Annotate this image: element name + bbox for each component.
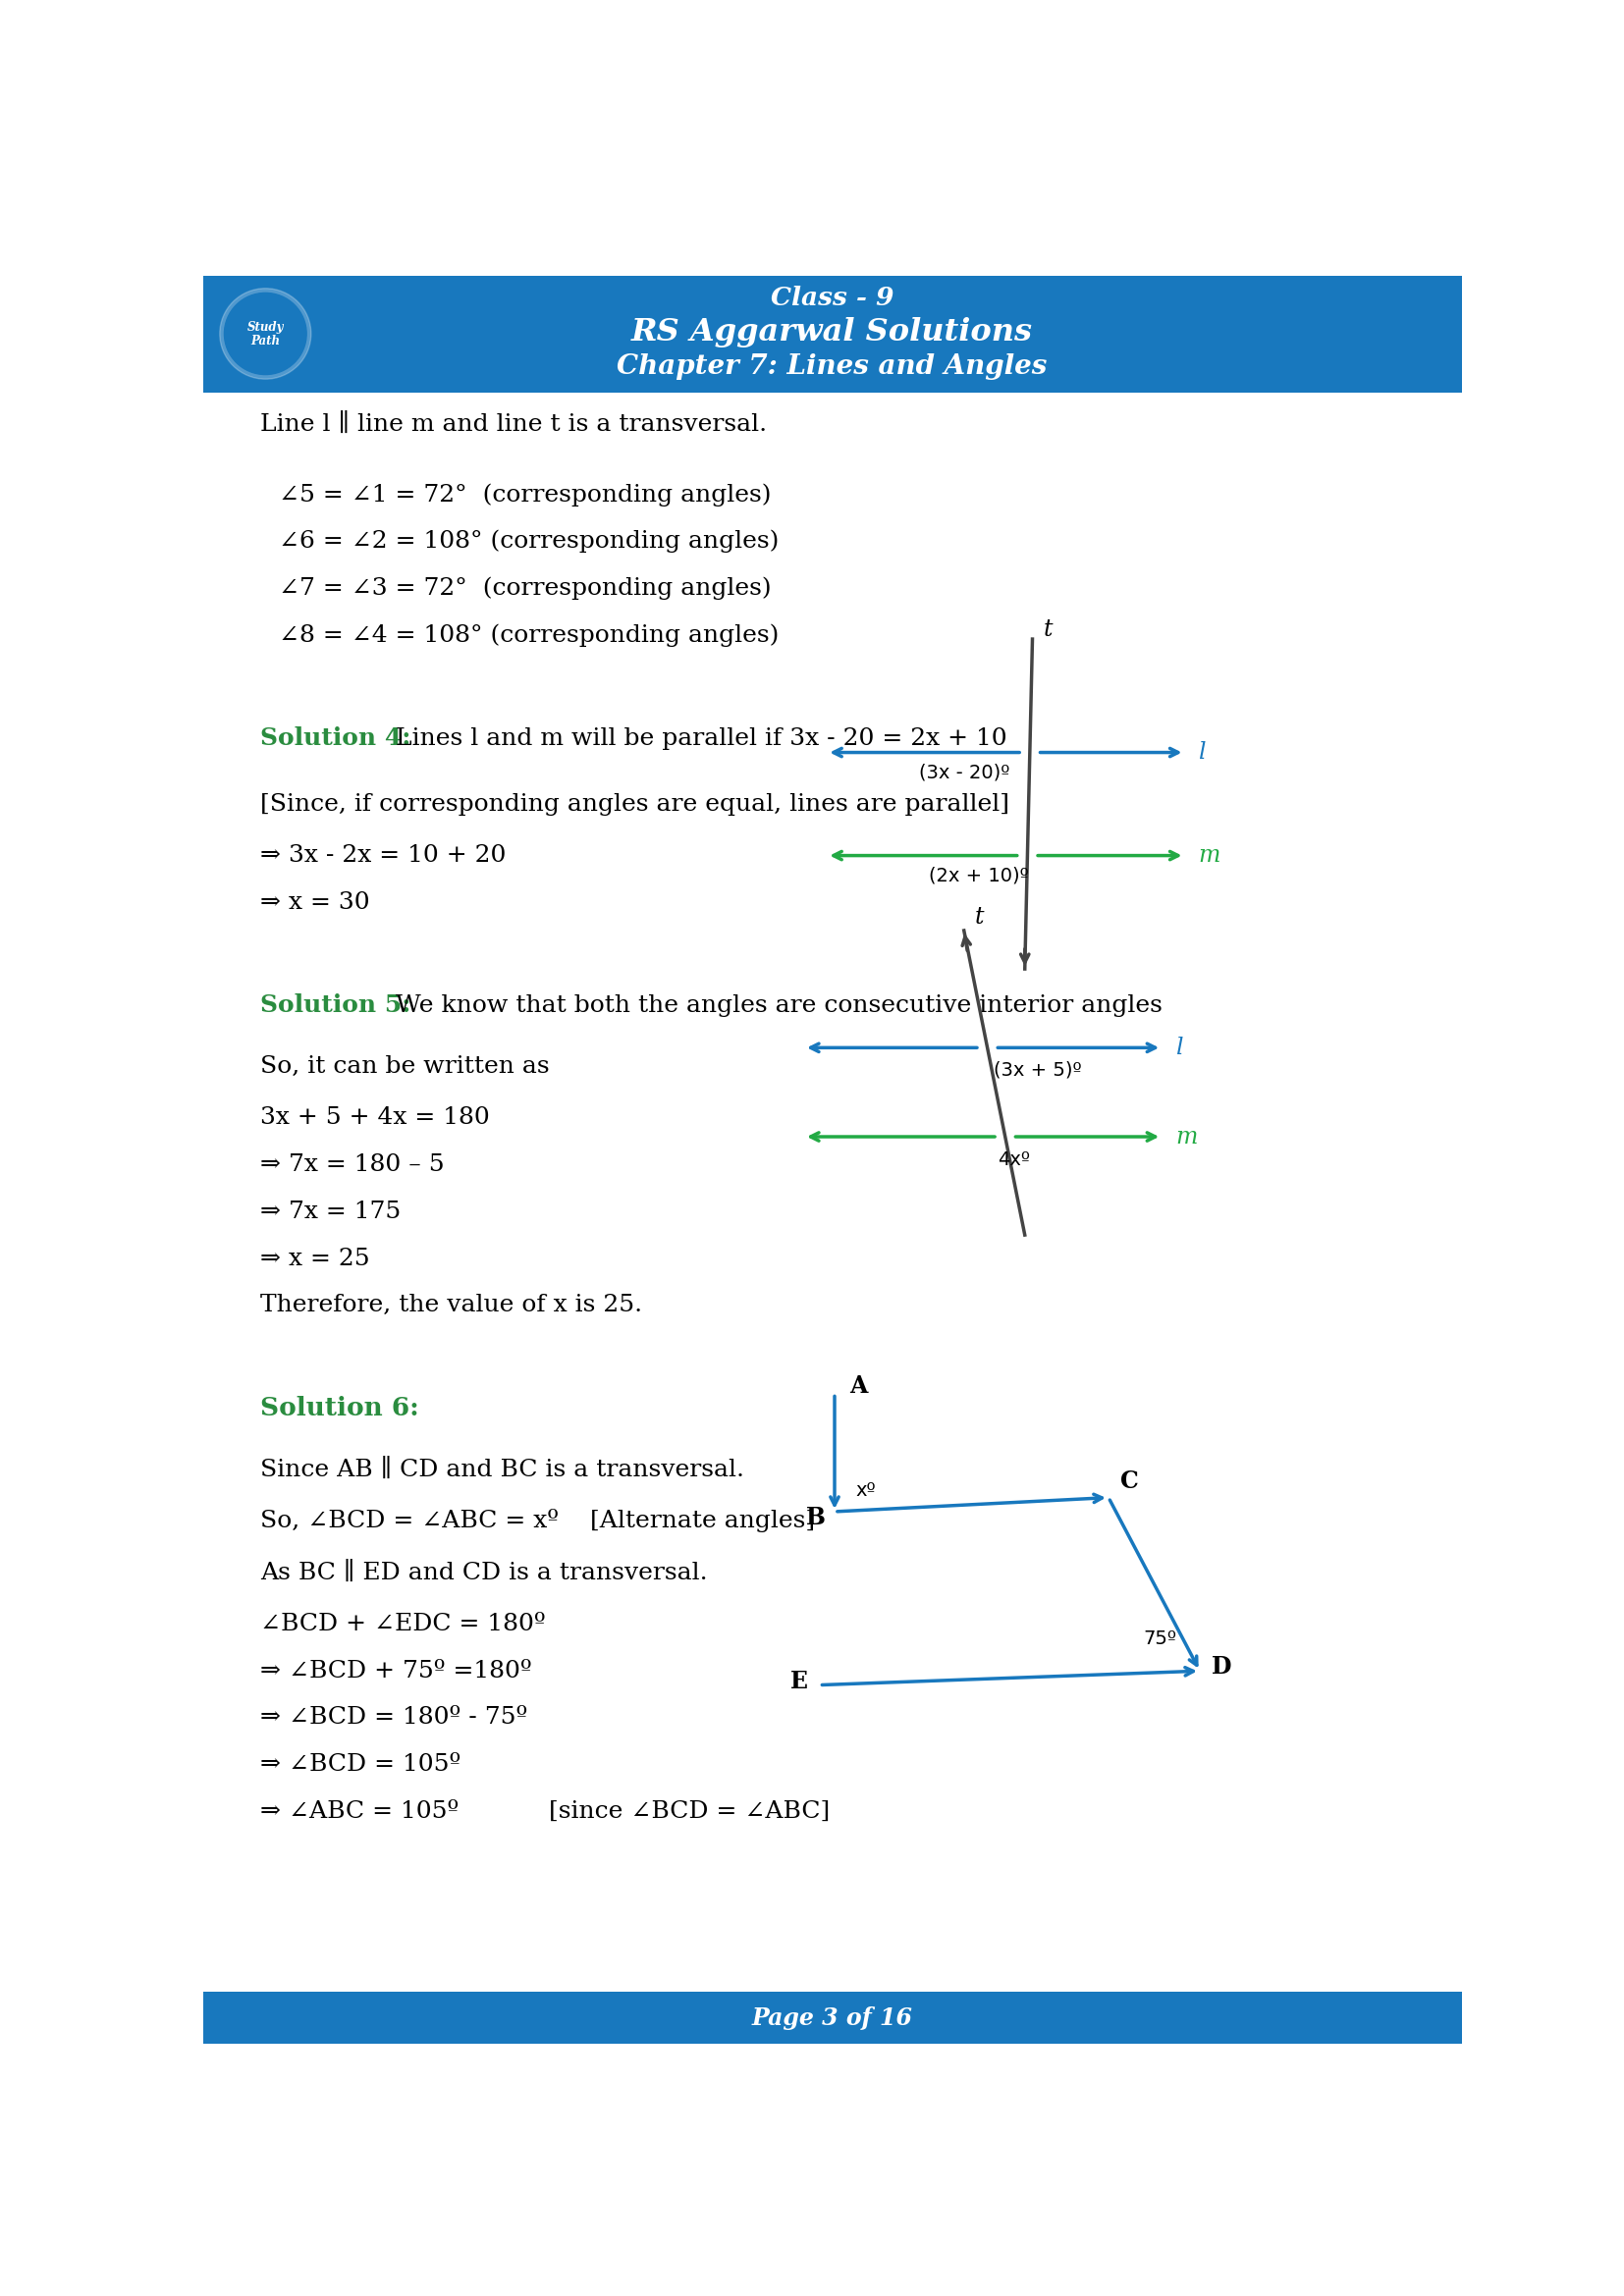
Text: 75º: 75º [1143,1630,1176,1649]
Text: 3x + 5 + 4x = 180: 3x + 5 + 4x = 180 [260,1107,489,1130]
Text: Study: Study [247,321,284,333]
Text: l: l [1199,742,1205,765]
Circle shape [219,289,312,379]
Text: [since ∠BCD = ∠ABC]: [since ∠BCD = ∠ABC] [549,1800,830,1823]
Text: (2x + 10)º: (2x + 10)º [929,866,1028,884]
Text: ⇒ ∠BCD = 105º: ⇒ ∠BCD = 105º [260,1754,461,1777]
Text: Solution 4:: Solution 4: [260,726,419,751]
Text: A: A [849,1373,867,1398]
Text: ⇒ 3x - 2x = 10 + 20: ⇒ 3x - 2x = 10 + 20 [260,845,507,868]
Text: ∠5 = ∠1 = 72°  (corresponding angles): ∠5 = ∠1 = 72° (corresponding angles) [279,482,771,505]
Text: Solution 6:: Solution 6: [260,1396,419,1421]
Text: t: t [1043,618,1052,641]
Text: Page 3 of 16: Page 3 of 16 [752,2007,913,2030]
Bar [203,276,1462,393]
Text: (3x - 20)º: (3x - 20)º [919,762,1010,781]
Text: D: D [1212,1655,1231,1678]
Text: ∠6 = ∠2 = 108° (corresponding angles): ∠6 = ∠2 = 108° (corresponding angles) [279,530,780,553]
Text: ⇒ ∠ABC = 105º: ⇒ ∠ABC = 105º [260,1800,458,1823]
Text: Path: Path [250,335,279,347]
Text: ⇒ x = 25: ⇒ x = 25 [260,1247,370,1270]
Text: B: B [806,1506,825,1529]
Text: Therefore, the value of x is 25.: Therefore, the value of x is 25. [260,1295,641,1316]
Text: As BC ∥ ED and CD is a transversal.: As BC ∥ ED and CD is a transversal. [260,1561,708,1584]
Text: ⇒ 7x = 175: ⇒ 7x = 175 [260,1201,401,1224]
Text: Class - 9: Class - 9 [771,287,893,310]
Text: (3x + 5)º: (3x + 5)º [994,1061,1082,1079]
Text: ∠BCD + ∠EDC = 180º: ∠BCD + ∠EDC = 180º [260,1612,546,1635]
Text: E: E [791,1669,809,1692]
Text: xº: xº [856,1481,875,1499]
Text: So, ∠BCD = ∠ABC = xº    [Alternate angles]: So, ∠BCD = ∠ABC = xº [Alternate angles] [260,1508,815,1534]
Circle shape [224,294,307,374]
Text: Lines l and m will be parallel if 3x - 20 = 2x + 10: Lines l and m will be parallel if 3x - 2… [396,728,1007,751]
Text: l: l [1176,1035,1182,1058]
Text: t: t [974,905,984,928]
Text: Since AB ∥ CD and BC is a transversal.: Since AB ∥ CD and BC is a transversal. [260,1458,744,1481]
Text: Line l ∥ line m and line t is a transversal.: Line l ∥ line m and line t is a transver… [260,413,767,436]
Text: Solution 5:: Solution 5: [260,994,419,1017]
Text: 4xº: 4xº [997,1150,1030,1169]
Text: So, it can be written as: So, it can be written as [260,1056,549,1077]
Text: ⇒ ∠BCD = 180º - 75º: ⇒ ∠BCD = 180º - 75º [260,1706,528,1729]
Text: ⇒ x = 30: ⇒ x = 30 [260,891,370,914]
Text: ∠8 = ∠4 = 108° (corresponding angles): ∠8 = ∠4 = 108° (corresponding angles) [279,625,780,647]
Text: Chapter 7: Lines and Angles: Chapter 7: Lines and Angles [617,354,1047,379]
Text: ∠7 = ∠3 = 72°  (corresponding angles): ∠7 = ∠3 = 72° (corresponding angles) [279,576,771,599]
Bar [203,1993,1462,2043]
Text: ⇒ 7x = 180 – 5: ⇒ 7x = 180 – 5 [260,1153,445,1176]
Text: m: m [1176,1125,1197,1148]
Text: m: m [1199,845,1220,868]
Text: [Since, if corresponding angles are equal, lines are parallel]: [Since, if corresponding angles are equa… [260,792,1009,815]
Text: ⇒ ∠BCD + 75º =180º: ⇒ ∠BCD + 75º =180º [260,1660,531,1683]
Text: C: C [1121,1469,1138,1492]
Text: We know that both the angles are consecutive interior angles: We know that both the angles are consecu… [396,994,1163,1017]
Text: RS Aggarwal Solutions: RS Aggarwal Solutions [632,317,1033,347]
